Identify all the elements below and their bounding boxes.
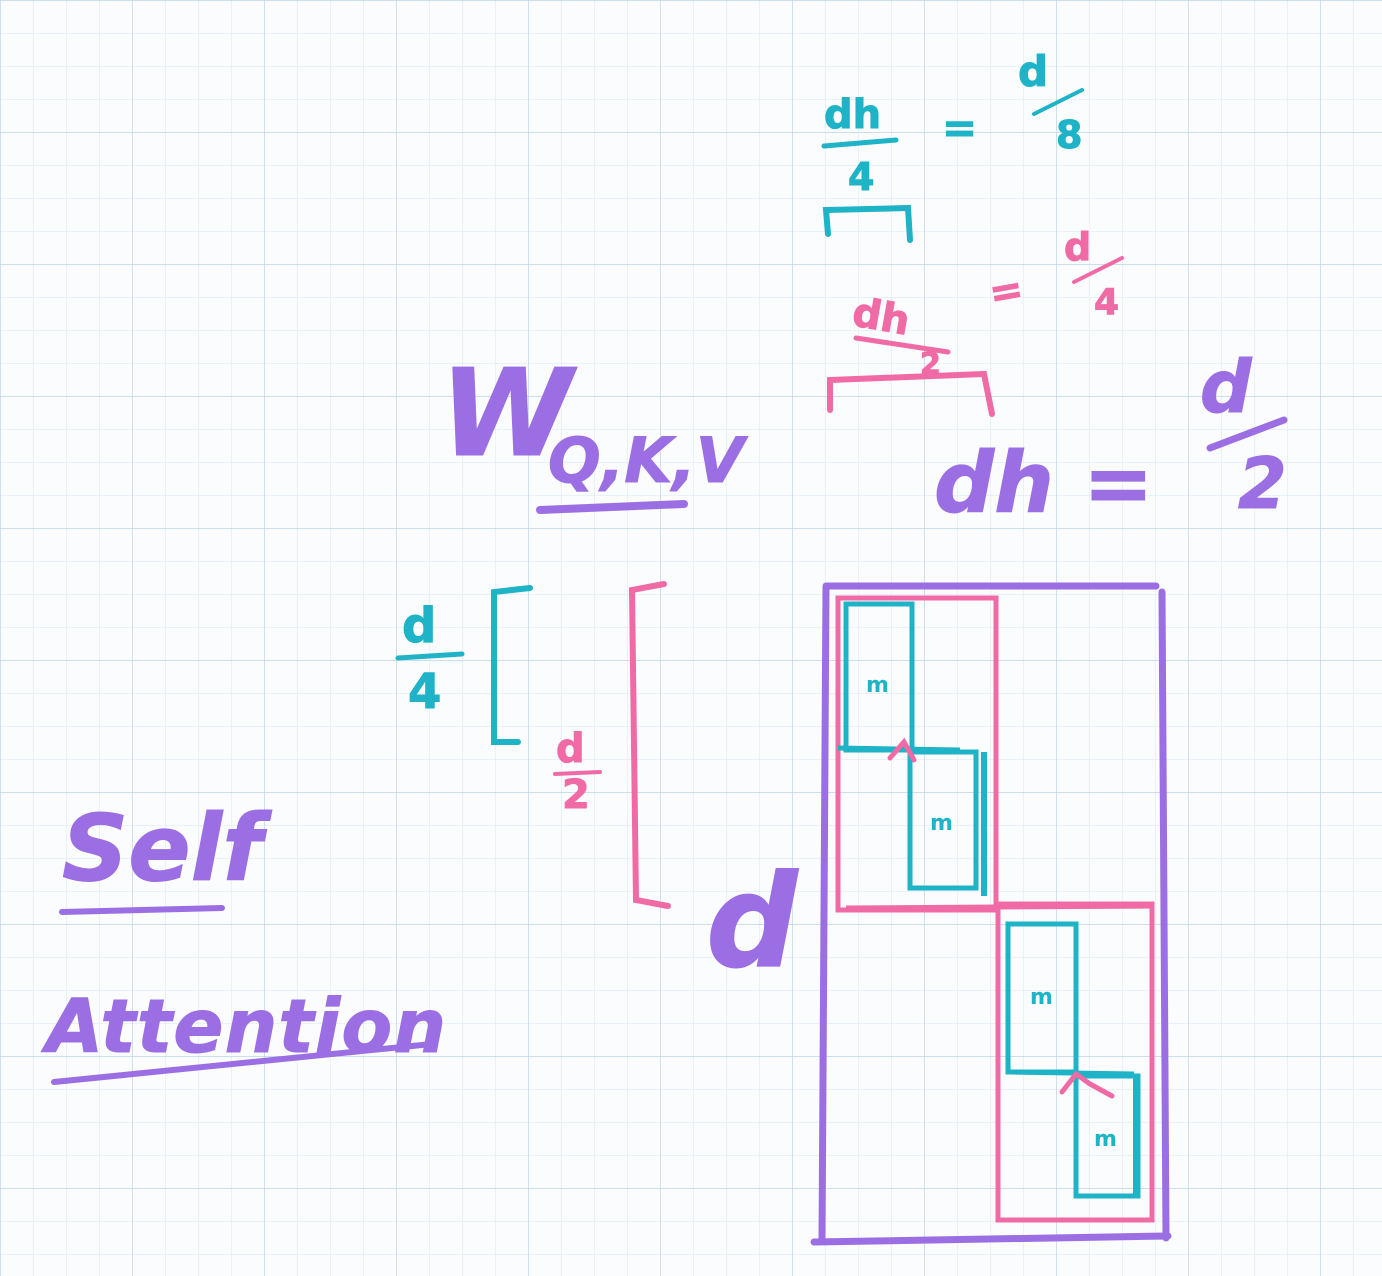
teal-subblock-2 — [907, 749, 979, 891]
pink-top-num: dh — [849, 290, 913, 345]
teal-top-eq: = — [942, 103, 977, 152]
d-side-label: d — [706, 848, 799, 997]
cell-mark-1: m — [866, 673, 889, 698]
pink-tick-2 — [1059, 1070, 1115, 1099]
teal-left-bracket — [491, 585, 533, 745]
teal-top-annotation: dh 4 = d 8 — [821, 47, 1084, 243]
title-line2: Attention — [41, 984, 446, 1070]
pink-d2-bar — [553, 770, 602, 776]
pink-top-bracket — [827, 370, 995, 417]
dh-eq-lhs: dh = — [934, 434, 1154, 532]
pink-top-rhs-bar — [1072, 256, 1124, 284]
pink-top-bar — [853, 335, 951, 355]
cell-marks: m m m m — [866, 673, 1117, 1152]
teal-top-bracket — [822, 204, 913, 243]
cell-mark-4: m — [1094, 1127, 1117, 1152]
weight-label: W Q,K,V — [440, 345, 749, 514]
pink-head-block-2 — [995, 901, 1155, 1223]
dh-equation: dh = d 2 — [934, 345, 1288, 533]
w-underline — [536, 500, 688, 514]
teal-top-num: dh — [824, 92, 881, 138]
w-subscript: Q,K,V — [548, 424, 749, 497]
pink-top-annotation: dh 2 = d 4 — [827, 225, 1124, 417]
pink-top-rhs-num: d — [1064, 225, 1091, 269]
title-block: Self Attention — [41, 795, 447, 1085]
matrix-outer — [810, 582, 1172, 1246]
teal-top-rhs-den: 8 — [1056, 113, 1082, 157]
title-line2-underline — [51, 1041, 435, 1085]
teal-d4-den: 4 — [408, 664, 441, 720]
dh-rhs-num: d — [1200, 345, 1253, 429]
teal-top-rhs-bar — [1032, 88, 1084, 116]
w-main: W — [440, 345, 578, 484]
weight-matrix — [810, 582, 1172, 1246]
title-line1: Self — [62, 795, 272, 902]
pink-top-rhs-den: 4 — [1094, 282, 1119, 323]
cell-mark-3: m — [1030, 985, 1053, 1010]
teal-d4-label: d 4 — [395, 585, 533, 745]
teal-top-bar — [821, 137, 899, 149]
teal-top-rhs-num: d — [1018, 47, 1048, 96]
teal-d4-num: d — [402, 598, 436, 654]
pink-d2-label: d 2 — [553, 581, 671, 909]
pink-left-bracket — [628, 581, 671, 909]
pink-d2-den: 2 — [562, 772, 590, 818]
pink-d2-num: d — [556, 726, 585, 772]
title-line1-underline — [59, 905, 225, 915]
cell-mark-2: m — [930, 811, 953, 836]
teal-d4-bar — [395, 651, 465, 661]
dh-rhs-den: 2 — [1238, 443, 1287, 525]
dh-rhs-bar — [1206, 416, 1288, 452]
pink-tick-1 — [887, 737, 917, 763]
teal-top-den: 4 — [848, 155, 874, 199]
